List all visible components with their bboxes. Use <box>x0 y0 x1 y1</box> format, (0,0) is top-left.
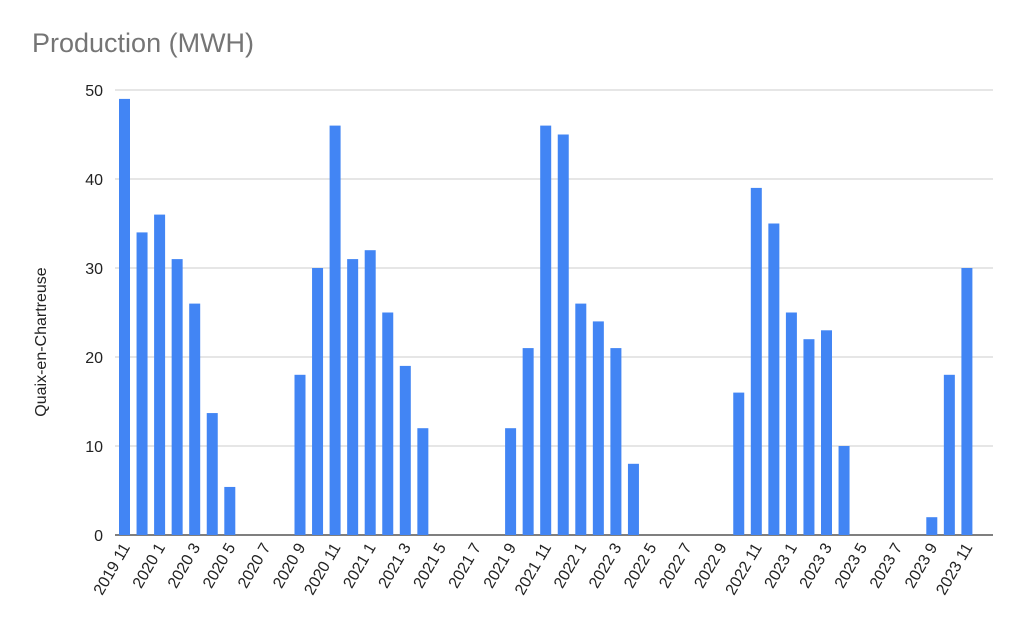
bar <box>364 250 376 535</box>
y-axis-label: Quaix-en-Chartreuse <box>33 267 50 417</box>
x-tick-label: 2022 3 <box>586 540 625 591</box>
x-tick-label: 2020 7 <box>235 540 274 591</box>
x-tick-label: 2023 5 <box>832 540 871 591</box>
y-tick-label: 40 <box>85 172 103 189</box>
x-tick-label: 2023 9 <box>902 540 941 591</box>
x-tick-label: 2021 9 <box>481 540 520 591</box>
y-tick-label: 30 <box>85 261 103 278</box>
y-axis-ticks: 0 10 20 30 40 50 <box>85 83 103 545</box>
gridlines <box>115 89 993 536</box>
bar <box>329 125 341 535</box>
bar <box>417 428 429 535</box>
bar <box>838 446 850 535</box>
x-tick-label: 2022 1 <box>551 540 590 591</box>
x-tick-label: 2022 7 <box>656 540 695 591</box>
bar <box>522 348 534 535</box>
bar <box>750 187 762 535</box>
x-tick-label: 2023 7 <box>867 540 906 591</box>
bar <box>119 98 130 536</box>
bar <box>224 486 236 535</box>
bar <box>347 259 359 535</box>
x-tick-label: 2022 5 <box>621 540 660 591</box>
bar <box>294 374 306 535</box>
x-tick-label: 2021 7 <box>446 540 485 591</box>
bar <box>961 268 973 535</box>
bar <box>540 125 552 535</box>
x-tick-label: 2023 3 <box>797 540 836 591</box>
x-tick-label: 2019 11 <box>91 540 134 598</box>
bar <box>627 463 639 535</box>
bar <box>926 517 938 535</box>
x-tick-label: 2020 9 <box>270 540 309 591</box>
bar <box>171 259 183 535</box>
bar <box>312 268 324 535</box>
bar <box>592 321 604 535</box>
x-tick-label: 2020 1 <box>130 540 169 591</box>
bars <box>119 98 973 536</box>
bar <box>785 312 797 535</box>
x-tick-label: 2022 9 <box>691 540 730 591</box>
bar <box>575 303 587 535</box>
y-tick-label: 0 <box>94 528 103 545</box>
bar <box>821 330 832 535</box>
x-tick-label: 2023 1 <box>762 540 801 591</box>
chart-title: Production (MWH) <box>32 28 255 58</box>
bar <box>505 428 517 535</box>
x-tick-label: 2020 3 <box>165 540 204 591</box>
bar <box>382 312 394 535</box>
bar <box>943 374 955 535</box>
bar <box>206 413 218 535</box>
bar <box>557 134 569 535</box>
bar <box>154 214 166 535</box>
x-tick-label: 2021 1 <box>340 540 379 591</box>
bar <box>768 223 780 535</box>
bar <box>399 365 411 535</box>
x-tick-label: 2021 3 <box>376 540 415 591</box>
y-tick-label: 10 <box>85 439 103 456</box>
bar <box>733 392 745 535</box>
bar <box>189 303 201 535</box>
x-tick-label: 2021 5 <box>411 540 450 591</box>
y-tick-label: 50 <box>85 83 103 100</box>
x-tick-label: 2020 5 <box>200 540 239 591</box>
bar <box>610 348 622 535</box>
bar <box>136 232 148 535</box>
y-tick-label: 20 <box>85 350 103 367</box>
bar <box>803 339 815 535</box>
